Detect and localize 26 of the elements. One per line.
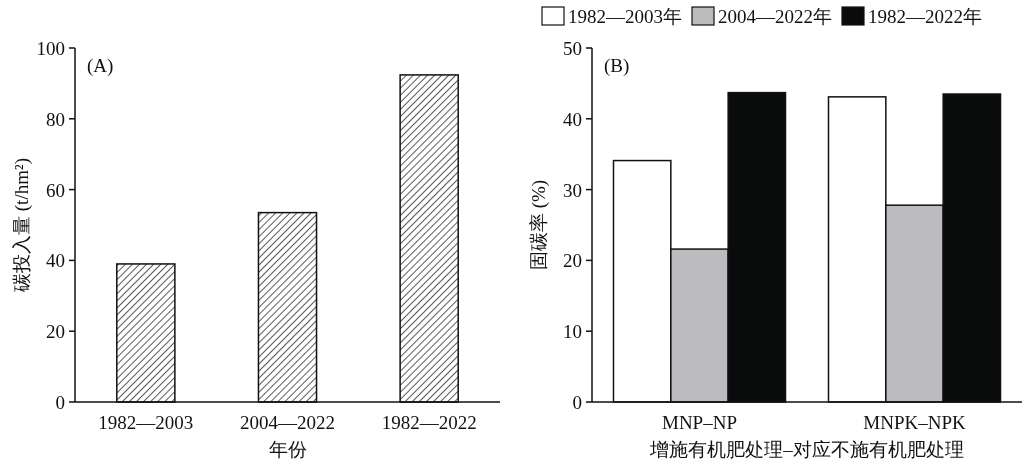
x-tick-label: 2004—2022 — [240, 412, 335, 433]
y-tick-label: 100 — [36, 38, 65, 59]
legend-label: 1982—2003年 — [568, 6, 682, 27]
legend-label: 2004—2022年 — [718, 6, 832, 27]
x-axis-title: 增施有机肥处理–对应不施有机肥处理 — [649, 439, 964, 460]
y-tick-label: 30 — [563, 179, 582, 201]
y-tick-label: 50 — [563, 38, 582, 59]
y-tick-label: 40 — [46, 250, 65, 272]
x-tick-label: 1982—2022 — [381, 412, 477, 433]
y-tick-label: 0 — [55, 392, 65, 413]
x-tick-label: 1982—2003 — [98, 412, 194, 433]
y-tick-label: 40 — [563, 108, 582, 130]
y-axis-title: 固碳率 (%) — [528, 179, 550, 271]
legend-label: 1982—2022年 — [868, 6, 982, 27]
y-tick-label: 80 — [46, 108, 65, 130]
y-axis-title: 碳投入量 (t/hm²) — [11, 158, 33, 293]
y-tick-label: 20 — [563, 250, 582, 272]
y-tick-label: 20 — [46, 321, 65, 343]
y-tick-label: 10 — [563, 321, 582, 343]
annotation: (A) — [87, 55, 114, 77]
x-axis-title: 年份 — [268, 439, 307, 460]
y-tick-label: 60 — [46, 179, 65, 201]
x-tick-label: MNPK–NPK — [863, 412, 966, 433]
x-tick-label: MNP–NP — [662, 412, 737, 433]
annotation: (B) — [604, 55, 630, 77]
y-tick-label: 0 — [572, 392, 582, 413]
